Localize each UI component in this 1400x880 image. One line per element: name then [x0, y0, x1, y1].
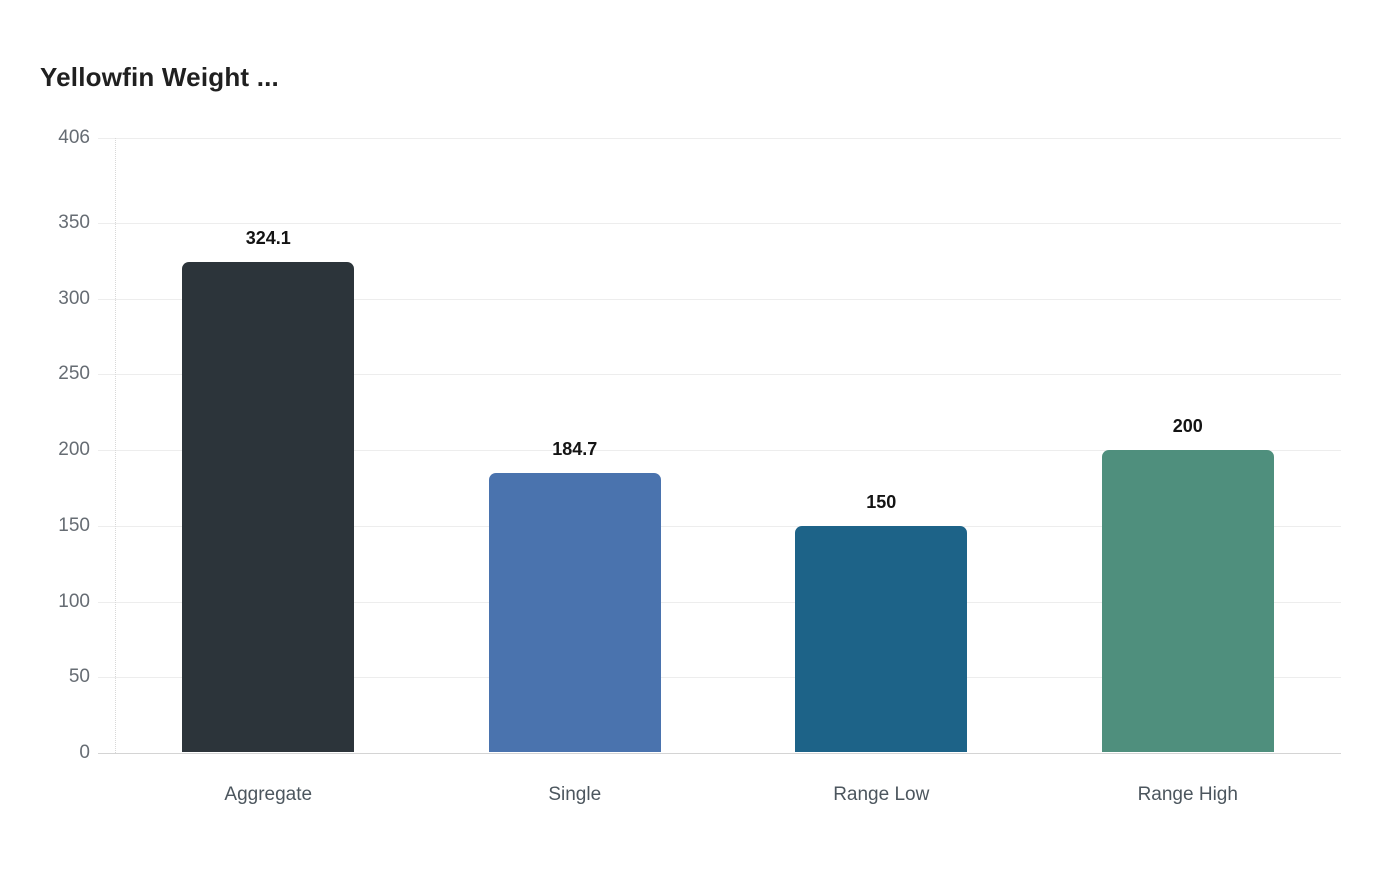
bar-aggregate[interactable]: [182, 262, 355, 752]
value-label-range-high: 200: [1172, 416, 1203, 437]
x-axis-label-aggregate: Aggregate: [224, 784, 313, 805]
value-label-single: 184.7: [552, 439, 598, 460]
gridline: [98, 601, 1341, 603]
gridline: [98, 525, 1341, 527]
gridline: [98, 138, 1341, 139]
y-axis-tick-label: 0: [79, 742, 90, 763]
bar-single[interactable]: [488, 473, 661, 752]
y-axis-tick-label: 100: [58, 590, 90, 612]
y-axis-tick-label: 350: [58, 211, 90, 233]
y-axis-tick-label: 150: [58, 514, 90, 536]
bar-range-high[interactable]: [1101, 450, 1274, 752]
y-axis-tick-label: 300: [58, 287, 90, 309]
bar-range-low[interactable]: [795, 525, 968, 752]
y-axis-tick-label: 406: [58, 127, 90, 148]
gridline: [98, 298, 1341, 300]
y-axis-tick-label: 200: [58, 439, 90, 461]
gridline: [98, 450, 1341, 452]
x-axis-label-range-low: Range Low: [833, 784, 930, 805]
gridline: [98, 677, 1341, 679]
y-axis-tick-label: 50: [68, 666, 90, 688]
gridline: [98, 374, 1341, 376]
x-axis-label-range-high: Range High: [1137, 784, 1238, 805]
y-axis-tick-label: 250: [58, 363, 90, 385]
value-label-range-low: 150: [866, 491, 897, 512]
x-axis-label-single: Single: [548, 784, 602, 805]
y-axis-line: [115, 138, 116, 753]
x-axis-line: [98, 753, 1341, 754]
gridline: [98, 222, 1341, 224]
value-label-aggregate: 324.1: [245, 228, 291, 249]
chart-title: Yellowfin Weight ...: [40, 62, 279, 92]
